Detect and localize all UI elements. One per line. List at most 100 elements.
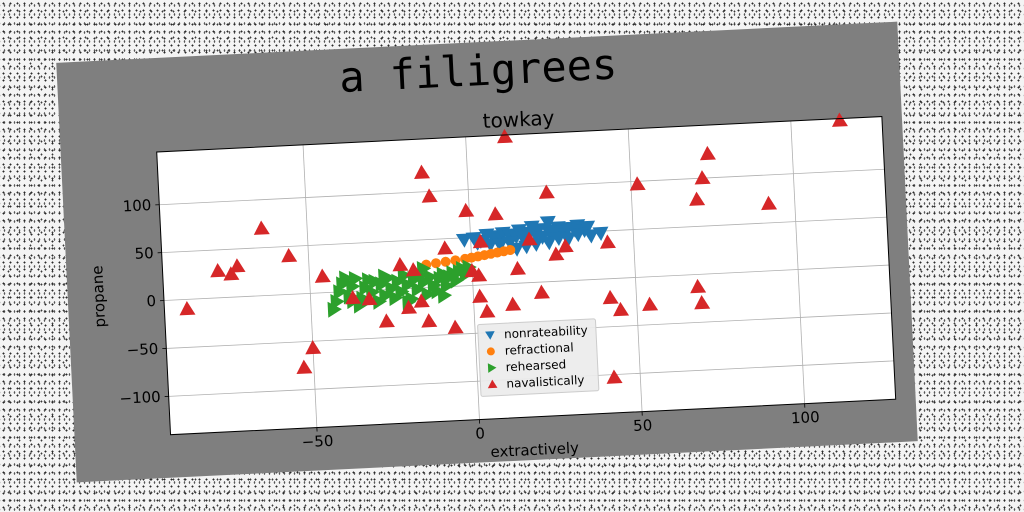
y-tick-label: 100 <box>122 196 151 215</box>
nonrateability-point <box>582 229 599 244</box>
legend-marker-rehearsed <box>487 363 497 373</box>
y-axis-label: propane <box>88 265 109 328</box>
navalistically-point <box>557 238 574 253</box>
navalistically-point <box>831 112 848 127</box>
x-tick-label: −50 <box>301 432 333 452</box>
legend-box <box>477 318 600 397</box>
data-points <box>179 112 848 384</box>
axis-ticks: −50 0 50 100 −100 −50 0 50 100 <box>119 196 820 452</box>
plot-frame <box>156 116 897 436</box>
navalistically-point <box>447 319 464 334</box>
legend-label-refractional: refractional <box>505 340 574 357</box>
rehearsed-point <box>416 260 432 277</box>
x-gridline <box>302 144 318 428</box>
navalistically-point <box>602 289 619 305</box>
navalistically-point <box>510 260 527 276</box>
nonrateability-point <box>539 215 556 231</box>
rehearsed-point <box>421 286 436 303</box>
navalistically-point <box>421 188 438 203</box>
rehearsed-point <box>378 268 393 285</box>
navalistically-point <box>413 293 430 308</box>
navalistically-point <box>179 301 196 316</box>
navalistically-point <box>378 313 395 328</box>
navalistically-point <box>699 145 716 161</box>
navalistically-point <box>761 195 778 211</box>
navalistically-point <box>534 284 550 300</box>
x-tick-label: 0 <box>475 424 485 442</box>
navalistically-point <box>471 267 488 282</box>
navalistically-point <box>487 206 504 221</box>
nonrateability-point <box>501 235 518 251</box>
navalistically-point <box>505 296 522 311</box>
x-tick-label: 100 <box>791 408 820 427</box>
x-gridline <box>627 128 643 412</box>
navalistically-point <box>689 191 706 206</box>
navalistically-point <box>548 246 565 261</box>
navalistically-point <box>361 291 378 306</box>
navalistically-point <box>305 340 322 355</box>
navalistically-point <box>401 299 418 315</box>
navalistically-point <box>613 301 630 317</box>
rehearsed-point <box>348 270 364 287</box>
navalistically-point <box>521 231 538 246</box>
navalistically-point <box>599 234 616 249</box>
navalistically-point <box>458 202 475 218</box>
navalistically-point <box>629 176 646 191</box>
navalistically-point <box>210 263 227 278</box>
nonrateability-point <box>491 238 508 253</box>
navalistically-point <box>472 288 489 303</box>
nonrateability-point <box>579 220 596 235</box>
series-nonrateability <box>455 215 609 257</box>
navalistically-point <box>253 220 270 235</box>
axes-title: towkay <box>482 106 555 133</box>
legend-marker-nonrateability <box>485 331 495 340</box>
navalistically-point <box>223 266 240 281</box>
navalistically-point <box>229 258 246 273</box>
x-tick-label: 50 <box>633 416 653 435</box>
x-gridline <box>790 120 806 404</box>
navalistically-point <box>437 240 454 255</box>
refractional-point <box>505 244 516 255</box>
y-tick-label: −50 <box>126 340 158 360</box>
nonrateability-point <box>540 235 557 251</box>
navalistically-point <box>314 268 331 283</box>
navalistically-point <box>538 184 555 199</box>
navalistically-point <box>414 164 431 180</box>
refractional-point <box>440 256 451 267</box>
x-gridline <box>465 136 480 420</box>
rehearsed-point <box>437 287 453 304</box>
nonrateability-point <box>569 227 586 243</box>
navalistically-point <box>690 278 707 294</box>
y-gridline <box>163 264 890 301</box>
y-tick-label: 0 <box>146 292 156 310</box>
nonrateability-point <box>523 220 540 235</box>
legend-label-navalistically: navalistically <box>506 373 585 391</box>
legend-label-nonrateability: nonrateability <box>504 323 588 341</box>
navalistically-point <box>281 248 298 263</box>
navalistically-point <box>497 128 514 144</box>
scatter-chart: −50 0 50 100 −100 −50 0 50 100 towkay extractive… <box>88 106 897 461</box>
y-tick-label: 50 <box>134 244 154 263</box>
navalistically-point <box>694 295 711 310</box>
navalistically-point <box>642 296 659 312</box>
navalistically-point <box>606 369 623 384</box>
navalistically-point <box>479 303 496 319</box>
y-gridline <box>159 168 885 206</box>
navalistically-point <box>405 262 422 277</box>
nonrateability-point <box>560 232 577 247</box>
navalistically-point <box>421 313 438 328</box>
series-refractional <box>421 244 516 270</box>
navalistically-point <box>296 359 313 375</box>
x-axis-label: extractively <box>490 439 579 461</box>
nonrateability-point <box>592 226 609 242</box>
legend-marker-refractional <box>486 347 495 356</box>
legend-label-rehearsed: rehearsed <box>505 357 566 374</box>
rehearsed-point <box>397 267 412 284</box>
navalistically-point <box>694 170 711 185</box>
figure: a filigrees −50 0 50 100 −100 −50 0 50 100 towka… <box>56 21 918 483</box>
nonrateability-point <box>455 233 472 248</box>
legend-marker-navalistically <box>487 379 498 389</box>
navalistically-point <box>392 256 409 272</box>
rehearsed-point <box>423 269 439 286</box>
refractional-point <box>430 258 441 269</box>
